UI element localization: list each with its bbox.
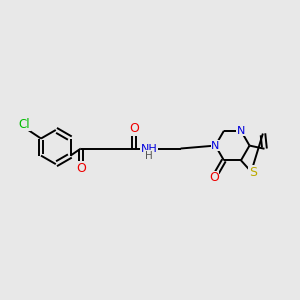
Text: NH: NH bbox=[141, 143, 158, 154]
Text: O: O bbox=[209, 171, 219, 184]
Text: O: O bbox=[76, 162, 86, 175]
Text: O: O bbox=[129, 122, 139, 135]
Text: S: S bbox=[249, 166, 257, 179]
Text: Cl: Cl bbox=[18, 118, 30, 131]
Text: N: N bbox=[211, 141, 220, 151]
Text: H: H bbox=[145, 151, 153, 161]
Text: N: N bbox=[237, 126, 245, 136]
